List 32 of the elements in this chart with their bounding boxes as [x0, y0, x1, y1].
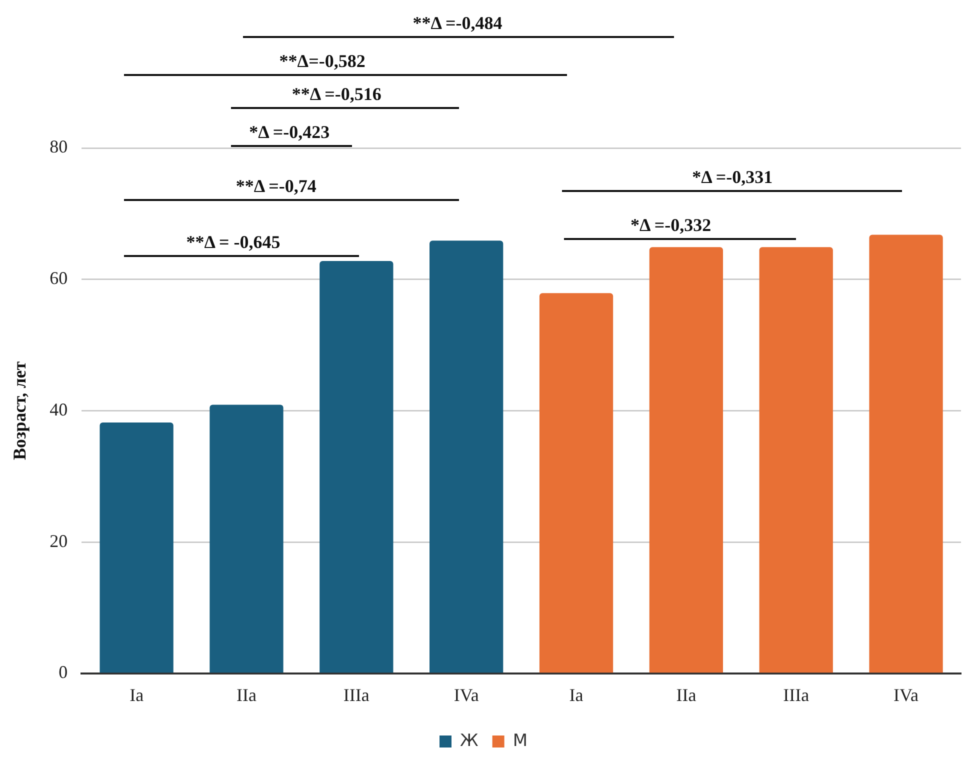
- y-tick-label: 40: [50, 399, 68, 420]
- x-tick-label: IIa: [236, 684, 256, 705]
- text: *Δ =-0,423: [249, 122, 330, 143]
- bar: [100, 422, 174, 673]
- x-tick-label: IIa: [676, 684, 696, 705]
- y-tick-label: 20: [50, 530, 68, 551]
- text: **Δ =-0,484: [412, 12, 502, 34]
- x-tick-label: Ia: [569, 684, 584, 705]
- annotation: **Δ = -0,645: [186, 232, 280, 254]
- y-tick-label: 0: [58, 662, 68, 682]
- x-tick-label: IVa: [454, 684, 479, 705]
- text: **Δ =-0,516: [292, 84, 382, 106]
- bar: [649, 247, 724, 673]
- x-tick-label: IIIa: [343, 684, 370, 705]
- y-tick-label: 80: [50, 136, 68, 157]
- annotation: *Δ =-0,331: [692, 167, 773, 188]
- annotation: **Δ =-0,74: [236, 176, 316, 198]
- x-tick-label: IVa: [894, 684, 919, 705]
- bar: [539, 293, 614, 673]
- legend-label: Ж: [460, 730, 478, 751]
- text: **Δ=-0,582: [279, 51, 366, 72]
- bar: [320, 260, 394, 673]
- bar: [430, 240, 504, 673]
- y-axis-title: Возраст, лет: [9, 361, 30, 460]
- y-tick-label: 60: [50, 268, 68, 288]
- bar: [869, 234, 943, 673]
- legend-label: М: [512, 730, 528, 751]
- annotation: *Δ =-0,332: [630, 214, 712, 236]
- bar: [210, 404, 284, 673]
- x-tick-label: Ia: [130, 684, 144, 705]
- x-tick-label: IIIa: [783, 684, 810, 705]
- bar: [759, 247, 833, 673]
